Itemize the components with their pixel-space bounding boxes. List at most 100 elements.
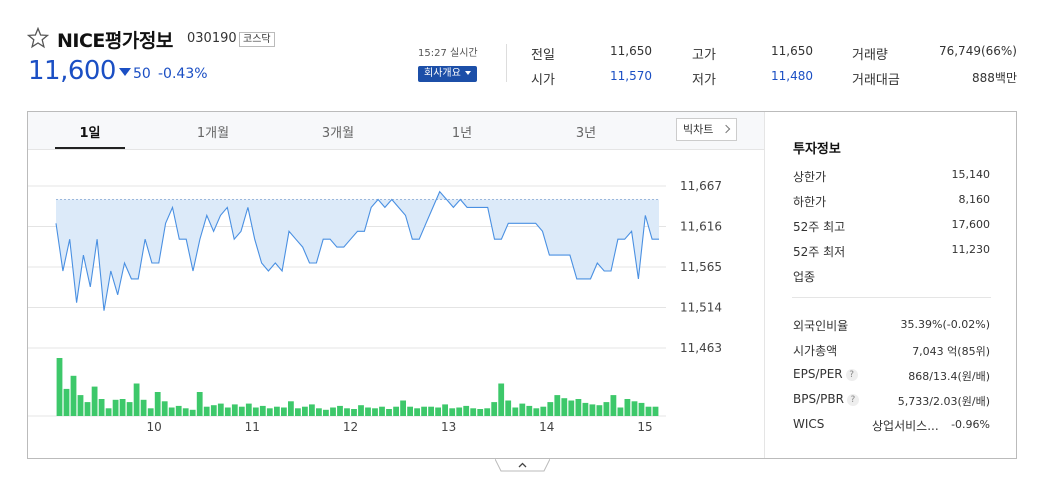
volume-bar bbox=[386, 409, 392, 416]
volume-bar bbox=[77, 395, 84, 416]
volume-bar bbox=[477, 409, 484, 416]
volume-bar bbox=[379, 406, 385, 416]
chevron-up-icon bbox=[518, 462, 527, 468]
volume-bar bbox=[98, 399, 105, 416]
x-tick-label: 12 bbox=[343, 420, 358, 434]
market-badge: 코스닥 bbox=[239, 32, 275, 47]
company-overview-button[interactable]: 회사개요 bbox=[418, 66, 477, 82]
summary-value: 888백만 bbox=[972, 71, 1017, 85]
volume-bar bbox=[309, 404, 315, 416]
invest-label: 업종 bbox=[793, 270, 816, 284]
summary-label: 시가 bbox=[531, 73, 555, 88]
volume-bar bbox=[217, 403, 224, 416]
summary-value: 76,749(66%) bbox=[938, 44, 1017, 58]
volume-bar bbox=[645, 406, 652, 416]
tab-1year[interactable]: 1년 bbox=[451, 126, 473, 141]
volume-bar bbox=[295, 408, 301, 416]
bps-pbr-label: BPS/PBR bbox=[793, 392, 844, 406]
volume-bar bbox=[323, 409, 329, 416]
invest-label: 외국인비율 bbox=[793, 319, 849, 333]
volume-bar bbox=[84, 402, 91, 416]
volume-bar bbox=[575, 399, 582, 416]
volume-bar bbox=[274, 406, 280, 416]
volume-bar bbox=[358, 405, 364, 416]
volume-bar bbox=[582, 402, 589, 416]
volume-bar bbox=[561, 398, 568, 416]
volume-bar bbox=[351, 409, 357, 416]
summary-label: 전일 bbox=[531, 48, 555, 63]
tab-1month[interactable]: 1개월 bbox=[196, 126, 230, 141]
y-tick-label: 11,463 bbox=[680, 341, 722, 355]
invest-info-title: 투자정보 bbox=[793, 142, 841, 157]
x-tick-label: 14 bbox=[539, 420, 554, 434]
volume-bar bbox=[428, 406, 434, 416]
volume-bar bbox=[484, 408, 491, 416]
volume-bar bbox=[189, 409, 196, 416]
summary-label: 저가 bbox=[692, 73, 716, 88]
realtime-label: 15:27 실시간 bbox=[418, 48, 478, 59]
invest-value: 7,043 억(85위) bbox=[912, 345, 990, 358]
volume-bar bbox=[407, 406, 413, 416]
invest-divider bbox=[792, 297, 991, 298]
wics-change: -0.96% bbox=[951, 418, 990, 431]
invest-value: 868/13.4(원/배) bbox=[908, 370, 990, 383]
invest-value: 11,230 bbox=[951, 243, 991, 256]
volume-bar bbox=[133, 383, 140, 416]
favorite-star-icon[interactable] bbox=[27, 27, 49, 49]
volume-bar bbox=[526, 405, 533, 416]
volume-bar bbox=[140, 399, 147, 416]
volume-bar bbox=[449, 408, 456, 416]
caret-down-icon bbox=[464, 71, 471, 75]
wics-sector-link[interactable]: 상업서비스... bbox=[872, 419, 939, 433]
volume-bar bbox=[638, 402, 645, 416]
header-divider bbox=[506, 44, 507, 82]
big-chart-label: 빅차트 bbox=[683, 123, 714, 136]
tab-3months[interactable]: 3개월 bbox=[321, 126, 355, 141]
big-chart-button[interactable]: 빅차트 bbox=[676, 118, 737, 141]
tab-1day[interactable]: 1일 bbox=[79, 126, 101, 141]
x-tick-label: 10 bbox=[147, 420, 162, 434]
summary-value: 11,570 bbox=[610, 69, 652, 83]
invest-label: EPS/PER? bbox=[793, 367, 858, 381]
volume-bar bbox=[463, 405, 470, 416]
volume-bar bbox=[224, 407, 231, 416]
y-tick-label: 11,514 bbox=[680, 301, 722, 315]
tab-3years[interactable]: 3년 bbox=[575, 126, 597, 141]
volume-bar bbox=[344, 408, 350, 416]
volume-bar bbox=[259, 405, 266, 416]
collapse-toggle[interactable] bbox=[495, 459, 550, 472]
x-tick-label: 13 bbox=[441, 420, 456, 434]
volume-bar bbox=[533, 408, 540, 416]
summary-label: 거래대금 bbox=[852, 73, 900, 88]
y-tick-label: 11,616 bbox=[680, 220, 722, 234]
volume-bar bbox=[119, 399, 126, 416]
invest-label: 52주 최저 bbox=[793, 245, 846, 259]
volume-bar bbox=[617, 407, 624, 416]
invest-value: 35.39%(-0.02%) bbox=[900, 318, 990, 331]
volume-bar bbox=[288, 401, 294, 416]
volume-bar bbox=[56, 358, 63, 416]
volume-bar bbox=[393, 406, 399, 416]
volume-bar bbox=[414, 408, 420, 416]
volume-bar bbox=[330, 407, 336, 416]
volume-bar bbox=[631, 401, 638, 416]
invest-label: 시가총액 bbox=[793, 344, 838, 358]
volume-bar bbox=[281, 407, 287, 416]
volume-bar bbox=[596, 405, 603, 416]
volume-bar bbox=[652, 406, 659, 416]
volume-bar bbox=[456, 407, 463, 416]
wics-label: WICS bbox=[793, 417, 825, 431]
help-icon[interactable]: ? bbox=[846, 393, 859, 406]
volume-bar bbox=[105, 408, 112, 416]
down-arrow-icon bbox=[119, 68, 131, 76]
volume-bar bbox=[568, 400, 575, 416]
volume-bar bbox=[435, 407, 441, 416]
price-change: 50 bbox=[133, 66, 151, 82]
x-tick-label: 15 bbox=[637, 420, 652, 434]
volume-bar bbox=[505, 400, 512, 416]
volume-bar bbox=[400, 400, 406, 416]
volume-bar bbox=[512, 407, 519, 416]
summary-value: 11,650 bbox=[610, 44, 652, 58]
help-icon[interactable]: ? bbox=[845, 368, 858, 381]
invest-label: 상한가 bbox=[793, 170, 827, 184]
